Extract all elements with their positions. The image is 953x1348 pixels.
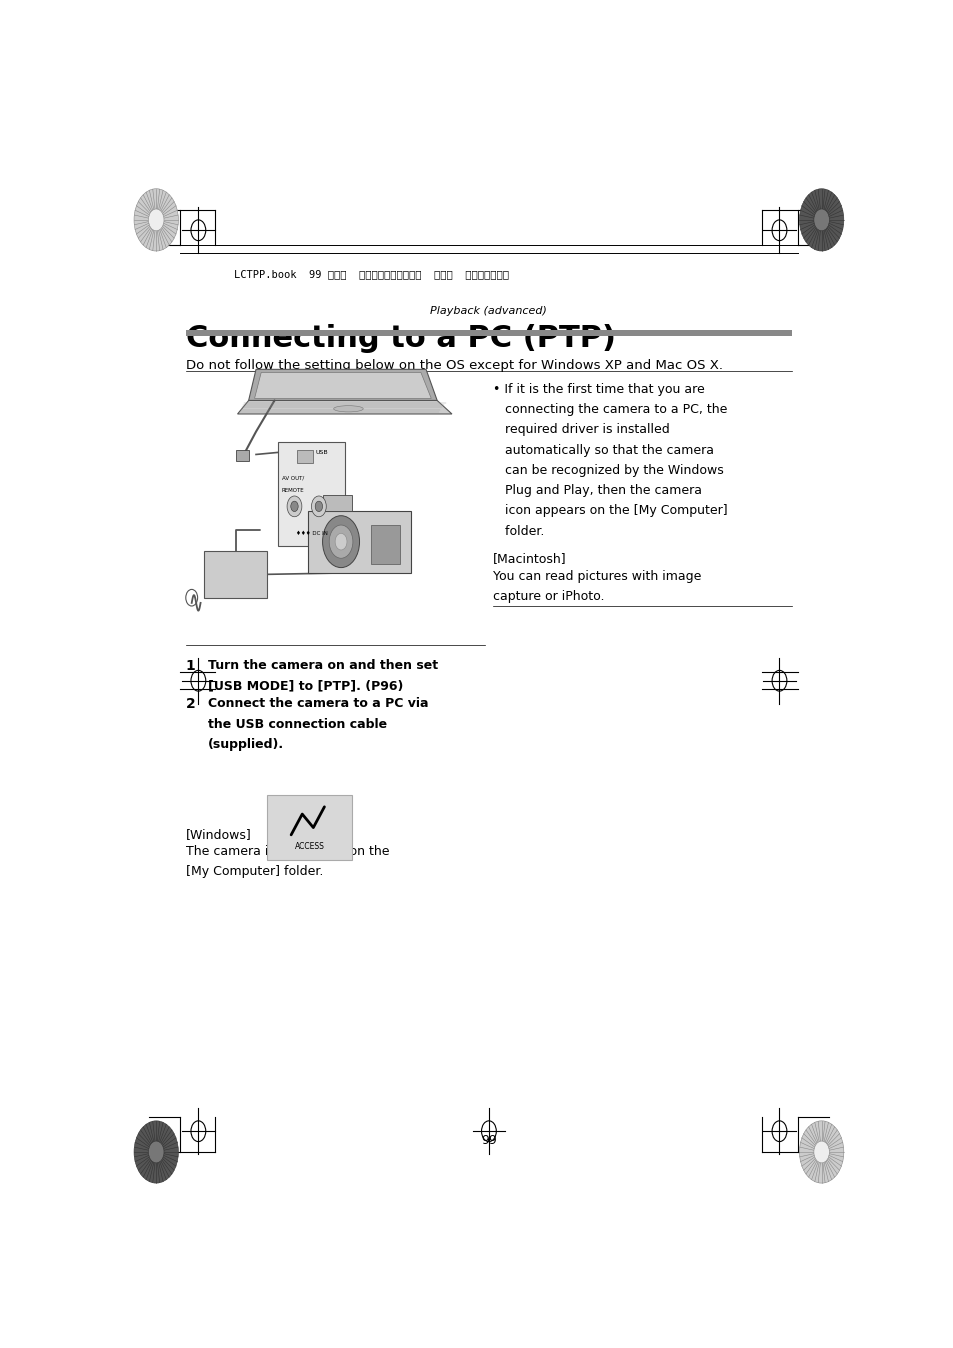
Text: 2: 2	[186, 697, 195, 712]
Circle shape	[322, 516, 359, 568]
Text: automatically so that the camera: automatically so that the camera	[492, 443, 713, 457]
Text: required driver is installed: required driver is installed	[492, 423, 669, 437]
Circle shape	[291, 501, 298, 511]
Text: Turn the camera on and then set: Turn the camera on and then set	[208, 659, 437, 671]
Bar	[308, 511, 411, 573]
Text: 99: 99	[480, 1134, 497, 1147]
Text: can be recognized by the Windows: can be recognized by the Windows	[492, 464, 722, 477]
Ellipse shape	[334, 406, 363, 412]
Text: USB: USB	[314, 450, 328, 454]
Circle shape	[133, 1120, 178, 1184]
Text: ACCESS: ACCESS	[294, 842, 324, 851]
Text: capture or iPhoto.: capture or iPhoto.	[492, 590, 603, 603]
Text: 1: 1	[186, 659, 195, 673]
Bar	[204, 551, 267, 597]
Circle shape	[287, 496, 301, 516]
Text: AV OUT/: AV OUT/	[282, 476, 304, 481]
Text: Do not follow the setting below on the OS except for Windows XP and Mac OS X.: Do not follow the setting below on the O…	[186, 359, 722, 372]
Bar	[370, 524, 399, 565]
Circle shape	[799, 1120, 842, 1184]
Text: [USB MODE] to [PTP]. (P96): [USB MODE] to [PTP]. (P96)	[208, 679, 403, 692]
Text: REMOTE: REMOTE	[282, 488, 304, 493]
Text: [Macintosh]: [Macintosh]	[492, 553, 566, 565]
Text: [My Computer] folder.: [My Computer] folder.	[186, 865, 323, 878]
Bar	[186, 330, 791, 336]
Text: The camera icon appears on the: The camera icon appears on the	[186, 845, 389, 857]
Text: LCTPP.book  99 ページ  ２００４年１月２６日  月曜日  午後６時５０分: LCTPP.book 99 ページ ２００４年１月２６日 月曜日 午後６時５０分	[233, 268, 508, 279]
Bar	[296, 450, 313, 462]
Circle shape	[329, 526, 353, 558]
Text: Plug and Play, then the camera: Plug and Play, then the camera	[492, 484, 700, 497]
Circle shape	[335, 534, 347, 550]
Polygon shape	[254, 372, 431, 399]
Text: [Windows]: [Windows]	[186, 828, 252, 841]
Text: folder.: folder.	[492, 524, 543, 538]
Bar	[278, 442, 344, 546]
Bar	[267, 795, 352, 860]
Text: icon appears on the [My Computer]: icon appears on the [My Computer]	[492, 504, 726, 518]
Circle shape	[799, 189, 842, 251]
Bar	[322, 495, 352, 511]
Circle shape	[813, 1140, 828, 1163]
Text: Connecting to a PC (PTP): Connecting to a PC (PTP)	[186, 324, 615, 353]
Text: You can read pictures with image: You can read pictures with image	[492, 570, 700, 582]
Circle shape	[813, 209, 828, 231]
Circle shape	[314, 501, 322, 511]
Circle shape	[149, 1140, 164, 1163]
Circle shape	[149, 209, 164, 231]
Circle shape	[311, 496, 326, 516]
Polygon shape	[237, 400, 452, 414]
Text: (supplied).: (supplied).	[208, 737, 284, 751]
Polygon shape	[249, 369, 436, 400]
Text: connecting the camera to a PC, the: connecting the camera to a PC, the	[492, 403, 726, 417]
Text: Connect the camera to a PC via: Connect the camera to a PC via	[208, 697, 428, 710]
Text: • If it is the first time that you are: • If it is the first time that you are	[492, 383, 703, 396]
Text: Playback (advanced): Playback (advanced)	[430, 306, 547, 317]
Text: ♦♦♦ DC IN: ♦♦♦ DC IN	[295, 531, 327, 537]
Text: the USB connection cable: the USB connection cable	[208, 717, 387, 731]
Circle shape	[133, 189, 178, 251]
Bar	[235, 450, 249, 461]
